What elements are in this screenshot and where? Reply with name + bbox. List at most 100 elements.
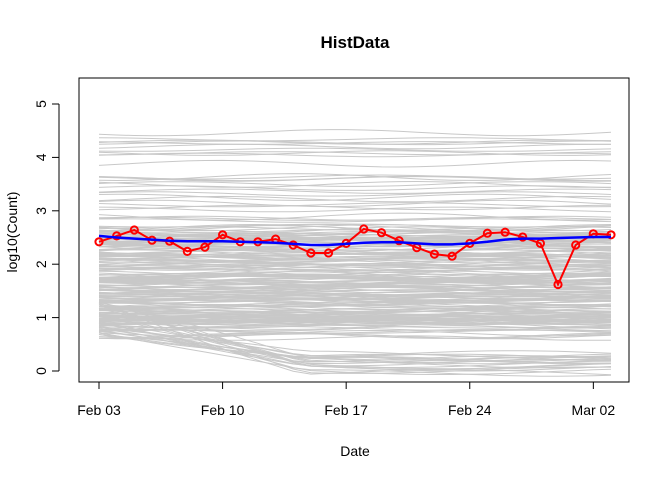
- background-line-238: [98, 259, 612, 266]
- background-line-225: [98, 310, 612, 317]
- background-line-197: [98, 248, 612, 256]
- observed-point-23: [500, 227, 510, 237]
- background-line-218: [98, 218, 612, 223]
- background-line-235: [98, 333, 612, 340]
- background-line-234: [98, 320, 612, 325]
- background-line-219: [98, 175, 611, 182]
- observed-point-15: [359, 224, 369, 234]
- x-axis-label: Date: [340, 443, 370, 459]
- observed-point-0: [94, 237, 104, 247]
- background-line-186: [98, 141, 612, 145]
- background-line-88: [98, 143, 611, 150]
- background-line-53: [98, 188, 612, 194]
- background-line-210: [98, 314, 612, 322]
- observed-point-19: [429, 249, 439, 259]
- background-lines: [98, 129, 612, 377]
- background-line-166: [98, 226, 612, 234]
- background-line-172: [98, 279, 611, 287]
- background-line-106: [98, 174, 612, 180]
- background-line-183: [98, 303, 612, 311]
- observed-point-20: [447, 251, 457, 261]
- background-line-232: [98, 302, 612, 308]
- background-line-237: [98, 226, 612, 231]
- background-line-257: [98, 322, 612, 375]
- observed-point-12: [306, 248, 316, 258]
- observed-point-27: [571, 240, 581, 250]
- y-tick-label-1: 1: [33, 313, 49, 321]
- x-tick-label-0: Feb 03: [77, 402, 121, 418]
- observed-point-26: [553, 279, 563, 290]
- background-line-241: [98, 328, 612, 358]
- background-line-134: [98, 147, 612, 152]
- observed-point-7: [218, 230, 228, 240]
- smoothed-series-line: [98, 234, 611, 247]
- background-line-260: [98, 301, 612, 361]
- background-line-20: [98, 229, 612, 234]
- y-tick-label-3: 3: [33, 207, 49, 215]
- background-line-252: [98, 332, 612, 365]
- background-line-236: [98, 284, 612, 291]
- background-line-212: [98, 258, 612, 264]
- background-line-153: [98, 282, 612, 288]
- observed-point-29: [606, 230, 616, 240]
- observed-point-22: [482, 228, 492, 238]
- background-line-98: [98, 279, 612, 284]
- background-line-176: [98, 298, 612, 303]
- background-line-97: [98, 202, 612, 208]
- observed-point-2: [129, 225, 139, 235]
- background-line-247: [98, 329, 612, 367]
- chart-title: HistData: [321, 33, 391, 52]
- background-line-43: [98, 139, 612, 145]
- observed-point-5: [182, 246, 192, 256]
- background-line-155: [98, 319, 612, 325]
- observed-point-1: [112, 231, 122, 241]
- background-line-178: [98, 304, 612, 310]
- background-line-222: [98, 140, 611, 146]
- x-tick-label-4: Mar 02: [572, 402, 616, 418]
- background-line-250: [98, 331, 612, 377]
- x-tick-label-2: Feb 17: [324, 402, 368, 418]
- y-tick-label-4: 4: [33, 153, 49, 161]
- background-line-179: [98, 206, 612, 213]
- background-line-221: [98, 313, 612, 319]
- y-tick-label-2: 2: [33, 260, 49, 268]
- background-line-92: [98, 199, 612, 208]
- background-line-207: [98, 263, 612, 270]
- background-line-123: [98, 274, 612, 281]
- x-axis: Feb 03 Feb 10 Feb 17 Feb 24 Mar 02: [77, 381, 616, 418]
- y-axis-label: log10(Count): [4, 192, 20, 273]
- observed-point-13: [323, 248, 334, 258]
- observed-point-17: [394, 236, 404, 246]
- observed-point-6: [200, 242, 210, 252]
- background-line-122: [98, 191, 612, 197]
- background-line-128: [98, 150, 612, 156]
- y-axis: 0 1 2 3 4 5: [33, 100, 60, 375]
- background-line-126: [98, 215, 612, 221]
- background-line-174: [98, 245, 612, 254]
- background-line-204: [98, 185, 612, 191]
- background-line-239: [98, 273, 612, 281]
- background-line-79: [98, 129, 612, 137]
- y-tick-label-5: 5: [33, 100, 49, 108]
- background-line-156: [98, 159, 612, 168]
- background-line-140: [98, 285, 612, 294]
- observed-point-16: [376, 228, 387, 238]
- background-line-254: [98, 321, 612, 360]
- background-line-167: [98, 312, 612, 317]
- background-line-194: [98, 309, 612, 314]
- y-tick-label-0: 0: [33, 367, 49, 375]
- background-line-67: [98, 195, 612, 203]
- background-line-226: [98, 244, 612, 252]
- background-line-233: [98, 152, 612, 158]
- series-layer: [94, 224, 616, 290]
- background-line-26: [98, 204, 612, 211]
- background-line-185: [98, 137, 612, 142]
- background-line-259: [98, 304, 612, 369]
- background-line-107: [98, 273, 612, 280]
- x-tick-label-1: Feb 10: [201, 402, 245, 418]
- background-line-229: [98, 260, 612, 267]
- background-line-261: [98, 330, 612, 372]
- background-line-175: [98, 181, 612, 187]
- background-line-191: [98, 193, 612, 201]
